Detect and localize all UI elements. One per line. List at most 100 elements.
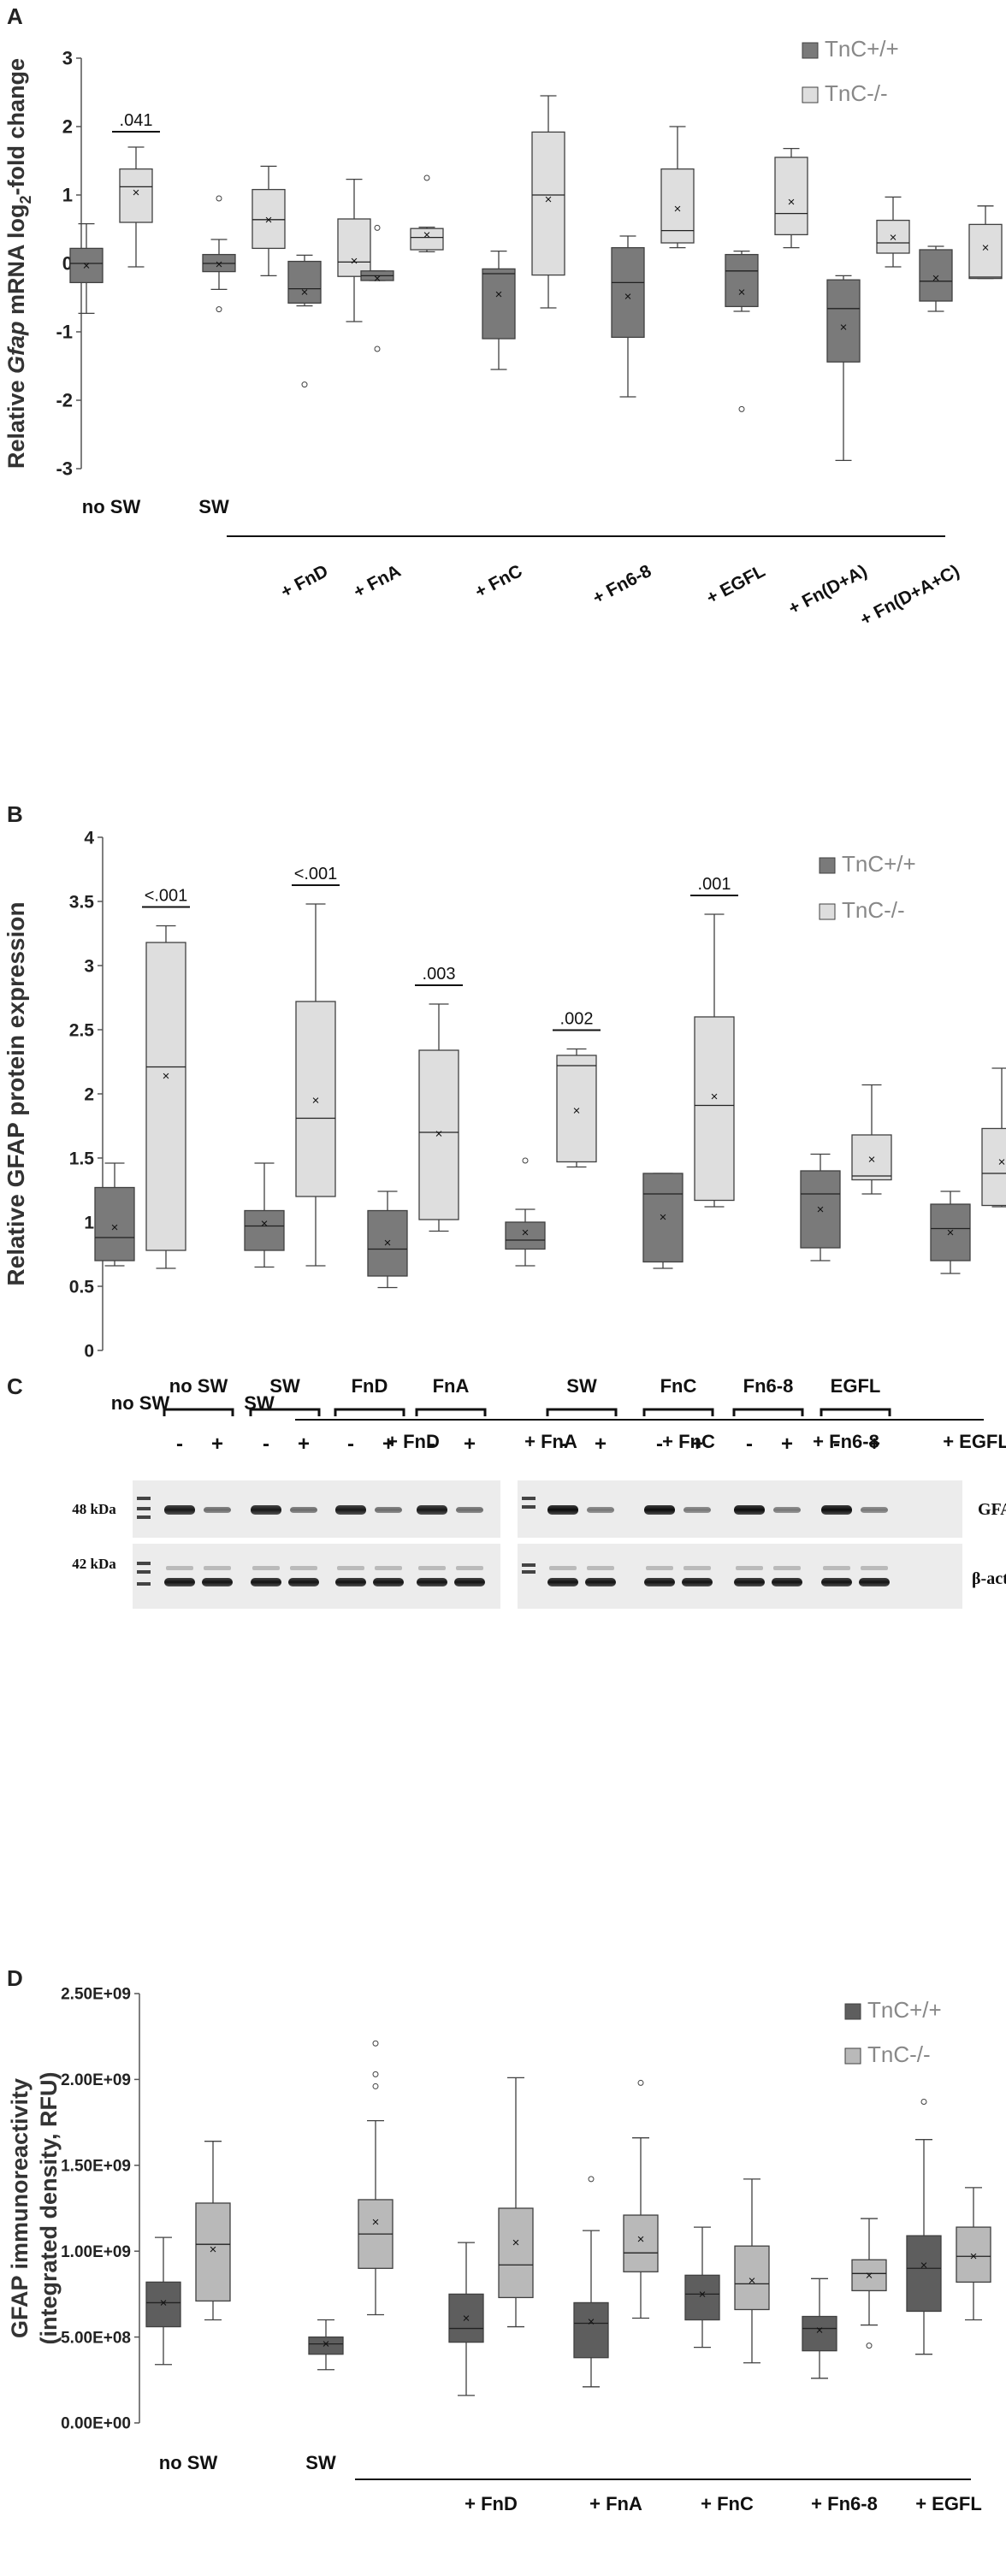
box-rect (623, 2214, 659, 2272)
box-mean-marker: × (512, 2236, 520, 2250)
blot-kda-actin: 42 kDa (72, 1556, 116, 1572)
x-label-group: + FnD (278, 561, 332, 602)
actin-band (547, 1578, 578, 1586)
box-outlier (301, 381, 308, 388)
y-axis-label-line1: GFAP immunoreactivity (7, 2078, 33, 2338)
y-tick-label: 0.5 (69, 1277, 95, 1297)
blot-lane-label-left: no SW (169, 1375, 228, 1397)
blot-plus-label: + (781, 1433, 793, 1456)
blot-minus-label: - (176, 1433, 183, 1456)
x-label-group: + FnA (524, 1431, 577, 1452)
legend-swatch-wt (844, 2003, 861, 2020)
box-mean-marker: × (216, 257, 223, 272)
box-rect (642, 1173, 683, 1263)
box-outlier (866, 2343, 873, 2349)
blot-minus-label: - (347, 1433, 354, 1456)
y-tick-label: 0.00E+00 (61, 2415, 131, 2433)
box-mean-marker: × (384, 1236, 392, 1250)
actin-band (821, 1578, 852, 1586)
box-outlier (216, 195, 222, 202)
panel-letter-b: B (7, 801, 23, 827)
blot-plus-label: + (691, 1433, 703, 1456)
pvalue-label: <.001 (145, 887, 188, 906)
legend-label-wt: TnC+/+ (867, 1997, 942, 2023)
y-tick-label: 1.50E+09 (61, 2157, 131, 2175)
blot-plus-label: + (464, 1433, 476, 1456)
blot-minus-label: - (263, 1433, 269, 1456)
blot-membrane (518, 1544, 962, 1609)
legend-label-ko: TnC-/- (867, 2041, 931, 2067)
gfap-band (861, 1507, 888, 1513)
gfap-band (547, 1505, 578, 1515)
actin-band (585, 1578, 616, 1586)
blot-plus-label: + (595, 1433, 607, 1456)
chart-b-gfap-protein: 4 3.5 3 2.5 2 1.5 1 0.5 0 × × × × × × × × × × × × × × <.001 <.00… (3, 828, 1006, 1452)
box-outlier (374, 346, 381, 352)
y-tick-label: 1 (62, 185, 73, 206)
western-blot-figure: no SW- +SW- +FnD- +FnA- +SW- +FnC- +Fn6-8- +EGF… (72, 1375, 1006, 1609)
blot-ladder-mark (137, 1582, 151, 1586)
box-mean-marker: × (83, 258, 91, 273)
box-outlier (522, 1157, 529, 1164)
actin-faint-band (736, 1566, 763, 1570)
box-mean-marker: × (699, 2287, 707, 2301)
pvalue-label: <.001 (294, 865, 338, 883)
box-rect (295, 1001, 336, 1197)
box-rect (69, 247, 104, 284)
actin-band (251, 1578, 281, 1586)
box-rect (851, 1134, 892, 1181)
y-tick-label: -1 (56, 322, 73, 343)
box-rect (410, 227, 444, 251)
box-mean-marker: × (890, 231, 897, 245)
x-label-group: + FnA (589, 2493, 642, 2514)
blot-ladder-mark (522, 1570, 536, 1574)
pvalue-label: .041 (120, 111, 153, 130)
legend-swatch-ko (819, 903, 836, 920)
box-rect (851, 2259, 887, 2292)
box-mean-marker: × (545, 192, 553, 207)
y-tick-label: 2 (62, 116, 73, 138)
actin-faint-band (587, 1566, 614, 1570)
actin-band (417, 1578, 447, 1586)
box-mean-marker: × (423, 227, 431, 242)
box-rect (800, 1170, 841, 1249)
gfap-band (375, 1507, 402, 1513)
gfap-band (204, 1507, 231, 1513)
y-tick-label: 2.50E+09 (61, 1986, 131, 2004)
box-outlier (423, 174, 430, 181)
box-mean-marker: × (301, 286, 309, 300)
blot-lane-label-right: EGFL (831, 1375, 881, 1397)
gfap-band (587, 1507, 614, 1513)
x-label-no-sw: no SW (159, 2452, 218, 2473)
box-mean-marker: × (133, 186, 140, 200)
box-rect (802, 2315, 837, 2352)
box-rect (244, 1209, 285, 1251)
blot-ladder-mark (522, 1505, 536, 1509)
y-tick-label: 3 (62, 48, 73, 69)
box-mean-marker: × (573, 1104, 581, 1119)
box-rect (826, 279, 861, 363)
actin-band (288, 1578, 319, 1586)
box-rect (573, 2301, 609, 2359)
chart-d-gfap-immunoreactivity: 2.50E+09 2.00E+09 1.50E+09 1.00E+09 5.00E+08… (7, 1986, 991, 2514)
box-mean-marker: × (817, 1202, 825, 1217)
box-mean-marker: × (868, 1153, 876, 1167)
actin-band (772, 1578, 802, 1586)
legend-label-wt: TnC+/+ (825, 36, 899, 62)
x-label-group: + Fn(D+A) (785, 561, 870, 618)
x-label-group: + FnC (701, 2493, 754, 2514)
actin-faint-band (646, 1566, 673, 1570)
box-rect (774, 157, 808, 236)
legend-label-ko: TnC-/- (825, 80, 888, 106)
blot-lane-bracket-left (249, 1408, 321, 1416)
box-outlier (372, 2040, 379, 2047)
blot-lane-label-left: FnA (433, 1375, 470, 1397)
box-rect (684, 2274, 720, 2321)
box-mean-marker: × (624, 289, 632, 304)
y-tick-label: 5.00E+08 (61, 2329, 131, 2347)
y-tick-label: 4 (84, 828, 94, 848)
box-rect (287, 260, 322, 304)
panel-letter-c: C (7, 1374, 23, 1399)
box-rect (119, 168, 153, 223)
box-mean-marker: × (261, 1217, 269, 1232)
